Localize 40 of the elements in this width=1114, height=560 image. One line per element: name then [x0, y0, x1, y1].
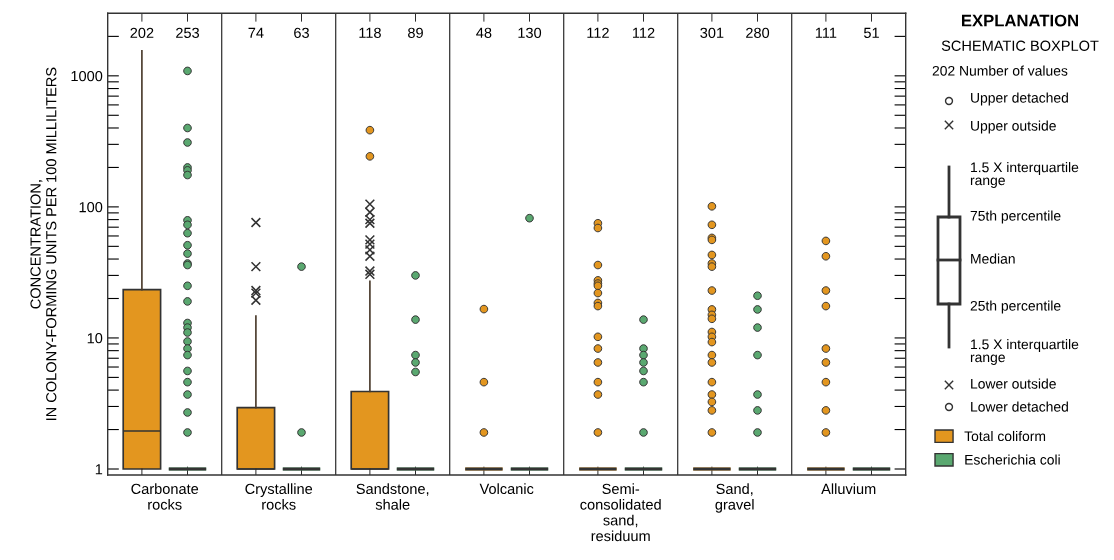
text: Lower outside	[971, 378, 1056, 389]
text: SCHEMATIC BOXPLOT	[941, 40, 1099, 51]
text: 130	[518, 27, 542, 38]
x-tick-label: Semi- consolidated sand, residuum	[580, 483, 661, 542]
x-tick-label: Crystalline rocks	[245, 483, 313, 510]
text: 112	[632, 27, 655, 38]
text: 1.5 X interquartile range	[970, 339, 1079, 365]
x-tick-label: Sand, gravel	[715, 483, 754, 513]
legend-label: Total coliform	[964, 430, 1046, 442]
text: 89	[408, 27, 423, 38]
text: 75th percentile	[970, 210, 1061, 224]
y-tick-label: 10	[87, 333, 103, 344]
text: 202 Number of values	[932, 65, 1068, 76]
y-axis-title: CONCENTRATION, IN COLONY-FORMING UNITS PER 100 MILLILITERS	[30, 67, 57, 420]
y-tick-label: 1000	[71, 70, 103, 82]
text: Upper detached	[971, 92, 1068, 106]
text: Upper outside	[971, 120, 1056, 134]
y-tick-label: 1	[95, 464, 103, 475]
text: 118	[359, 27, 381, 38]
x-tick-label: Sandstone, shale	[356, 483, 429, 510]
text: 301	[700, 27, 724, 38]
legend-label: Escherichia coli	[965, 454, 1060, 465]
x-tick-label: Carbonate rocks	[131, 483, 199, 510]
text: 280	[746, 27, 770, 38]
x-tick-label: Alluvium	[821, 483, 876, 495]
text: 253	[176, 27, 200, 38]
text: 25th percentile	[970, 300, 1061, 314]
text: 51	[863, 27, 879, 38]
text: 202	[130, 27, 154, 38]
text: 48	[476, 27, 492, 38]
y-tick-label: 100	[79, 201, 103, 213]
text: EXPLANATION	[962, 14, 1078, 27]
text: 1.5 X interquartile range	[970, 162, 1079, 188]
text: 63	[294, 27, 309, 38]
text: 112	[587, 27, 609, 38]
text: Lower detached	[971, 401, 1068, 412]
text: Median	[971, 253, 1015, 264]
x-tick-label: Volcanic	[479, 483, 534, 495]
text: 74	[248, 27, 264, 38]
text: 111	[815, 27, 837, 38]
